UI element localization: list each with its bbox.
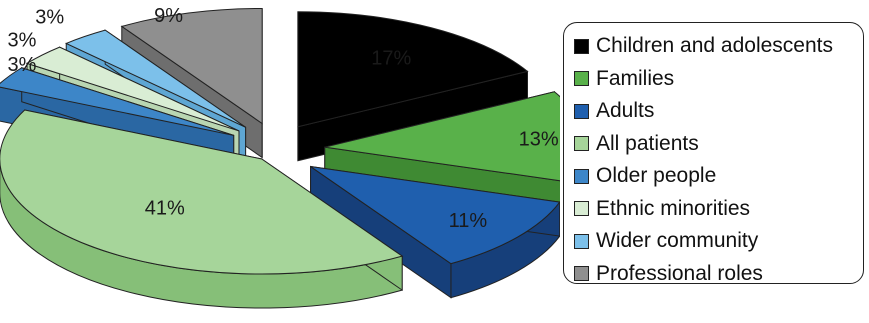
- legend-label: Families: [596, 66, 675, 90]
- legend-label: Professional roles: [596, 261, 763, 285]
- legend-swatch: [574, 168, 589, 184]
- data-label-adults: 11%: [449, 210, 488, 232]
- legend-item-families: Families: [574, 63, 863, 96]
- slice-all-patients: [0, 109, 404, 275]
- legend-label: Children and adolescents: [596, 34, 833, 58]
- slice-families: [324, 91, 560, 182]
- slice-professional-roles: [120, 7, 263, 125]
- legend-swatch: [574, 71, 589, 87]
- legend-label: All patients: [596, 131, 699, 155]
- legend-label: Wider community: [596, 229, 759, 253]
- legend-item-adults: Adults: [574, 95, 863, 128]
- data-label-families: 13%: [519, 128, 559, 150]
- pie-chart: 17%13%11%41%3%3%3% 9%: [0, 5, 560, 309]
- legend-label: Older people: [596, 164, 717, 188]
- slice-older-people: [0, 67, 234, 136]
- slice-adults: [310, 166, 560, 265]
- slice-children-and-adolescents: [297, 11, 529, 128]
- data-label-ethnic-minorities: 3%: [8, 30, 37, 52]
- legend-swatch: [574, 201, 589, 217]
- legend-item-ethnic-minorities: Ethnic minorities: [574, 193, 863, 226]
- legend-item-children-and-adolescents: Children and adolescents: [574, 30, 863, 63]
- legend-item-older-people: Older people: [574, 160, 863, 193]
- legend-label: Ethnic minorities: [596, 196, 751, 220]
- legend-item-professional-roles: Professional roles: [574, 258, 863, 291]
- legend-swatch: [574, 103, 589, 119]
- legend-swatch: [574, 233, 589, 249]
- legend-swatch: [574, 38, 589, 54]
- data-label-all-patients: 41%: [145, 197, 185, 219]
- legend-item-wider-community: Wider community: [574, 225, 863, 258]
- data-label-professional-roles: 9%: [154, 5, 183, 27]
- data-label-older-people: 3%: [8, 54, 37, 76]
- data-label-wider-community: 3%: [35, 6, 64, 28]
- legend: Children and adolescents Families Adults…: [563, 22, 864, 285]
- data-label-children-and-adolescents: 17%: [371, 47, 411, 69]
- legend-item-all-patients: All patients: [574, 128, 863, 161]
- slice-wider-community: [64, 29, 246, 128]
- legend-swatch: [574, 266, 589, 282]
- slice-ethnic-minorities: [25, 46, 240, 132]
- legend-swatch: [574, 136, 589, 152]
- legend-label: Adults: [596, 99, 655, 123]
